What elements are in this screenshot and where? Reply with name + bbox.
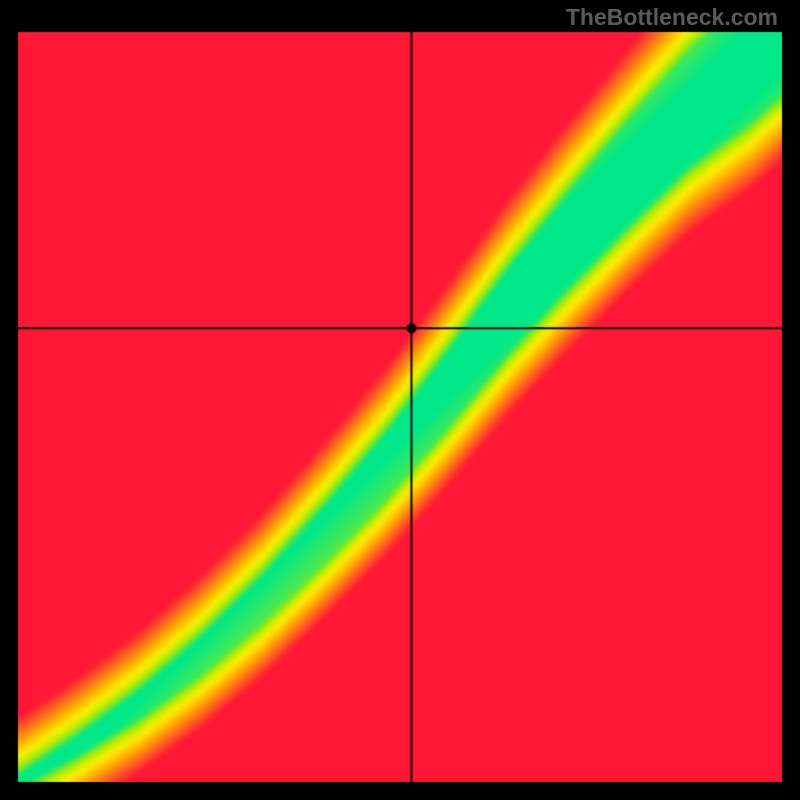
attribution-label: TheBottleneck.com bbox=[566, 4, 778, 31]
figure-container: TheBottleneck.com bbox=[0, 0, 800, 800]
bottleneck-heatmap bbox=[0, 0, 800, 800]
